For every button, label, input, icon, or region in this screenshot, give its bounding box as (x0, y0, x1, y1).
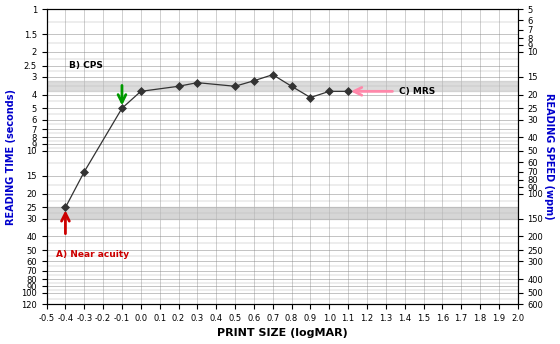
Text: C) MRS: C) MRS (399, 87, 435, 96)
Text: B) CPS: B) CPS (69, 61, 103, 70)
Y-axis label: READING TIME (seconds): READING TIME (seconds) (6, 89, 16, 225)
Bar (46, 207, 518, 219)
Text: A) Near acuity: A) Near acuity (56, 250, 129, 259)
X-axis label: PRINT SIZE (logMAR): PRINT SIZE (logMAR) (217, 329, 348, 338)
Y-axis label: READING SPEED (wpm): READING SPEED (wpm) (544, 93, 554, 220)
Bar (46, 81, 518, 92)
